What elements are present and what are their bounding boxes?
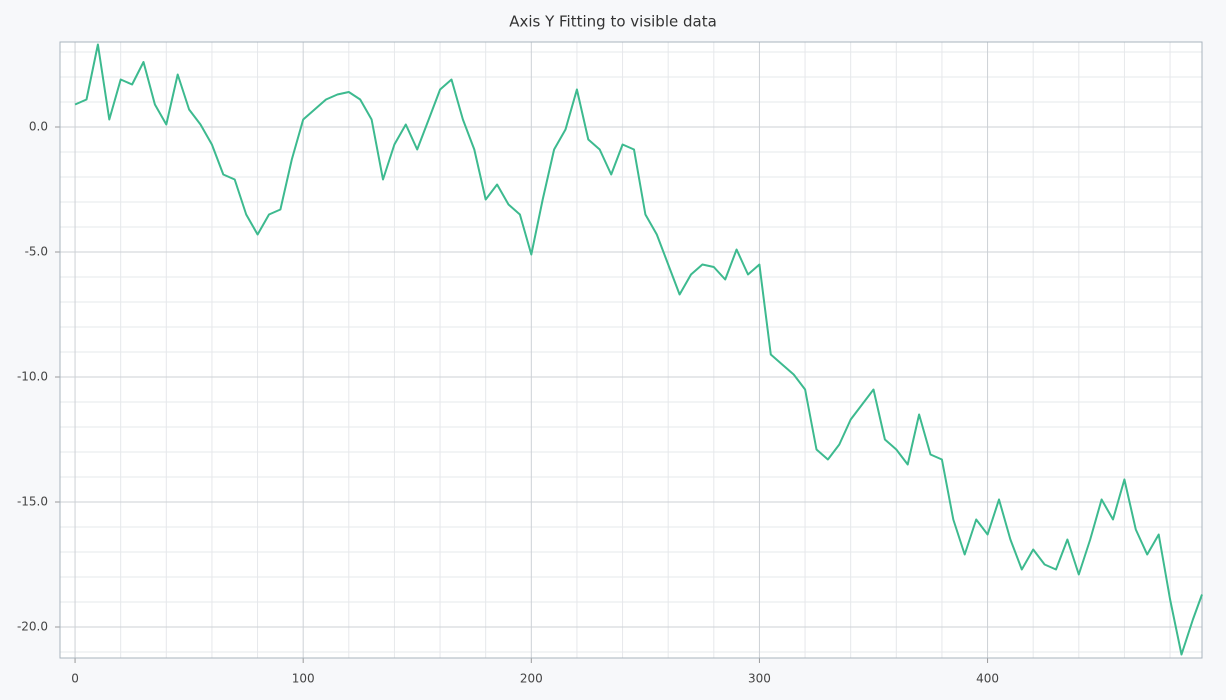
- chart-title: Axis Y Fitting to visible data: [509, 13, 717, 31]
- x-tick-label: 0: [71, 672, 79, 686]
- x-tick-label: 400: [976, 672, 999, 686]
- y-tick-label: 0.0: [29, 120, 48, 134]
- data-line: [74, 43, 1203, 656]
- x-tick-label: 200: [520, 672, 543, 686]
- plot-border: [59, 41, 1203, 659]
- y-tick-label: -20.0: [17, 620, 48, 634]
- x-tick-label: 100: [292, 672, 315, 686]
- y-tick-label: -15.0: [17, 495, 48, 509]
- y-tick-label: -5.0: [25, 245, 48, 259]
- y-tick-label: -10.0: [17, 370, 48, 384]
- plot-area: [60, 42, 1202, 658]
- x-tick-label: 300: [748, 672, 771, 686]
